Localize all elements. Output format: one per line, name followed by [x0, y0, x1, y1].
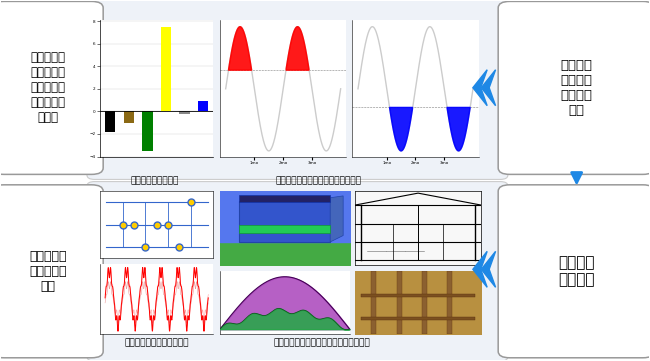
Polygon shape: [473, 70, 487, 106]
FancyBboxPatch shape: [0, 1, 103, 174]
FancyBboxPatch shape: [498, 185, 650, 358]
FancyBboxPatch shape: [498, 1, 650, 174]
Text: 被动式建
筑评价方
法及指标
体系: 被动式建 筑评价方 法及指标 体系: [560, 59, 592, 117]
Polygon shape: [481, 251, 495, 287]
Text: 建筑得热与失热分析: 建筑得热与失热分析: [130, 176, 179, 185]
Text: 被动式建筑
设计理论与
方法: 被动式建筑 设计理论与 方法: [29, 250, 66, 293]
FancyBboxPatch shape: [0, 185, 103, 358]
FancyBboxPatch shape: [87, 182, 508, 361]
FancyBboxPatch shape: [87, 0, 508, 179]
Text: 全年工况优
化的民居被
动式建筑评
价方法及指
标体系: 全年工况优 化的民居被 动式建筑评 价方法及指 标体系: [30, 51, 65, 125]
Text: 不舒适时数的全年节能性能评价方法: 不舒适时数的全年节能性能评价方法: [276, 176, 361, 185]
Text: 建筑能耗及室内环境的模拟: 建筑能耗及室内环境的模拟: [124, 338, 188, 347]
Polygon shape: [473, 251, 487, 287]
Text: 民居物理
性能提升: 民居物理 性能提升: [558, 255, 595, 287]
Polygon shape: [481, 70, 495, 106]
Text: 被动式物理性能提升设计模型构建及模拟: 被动式物理性能提升设计模型构建及模拟: [274, 338, 370, 347]
